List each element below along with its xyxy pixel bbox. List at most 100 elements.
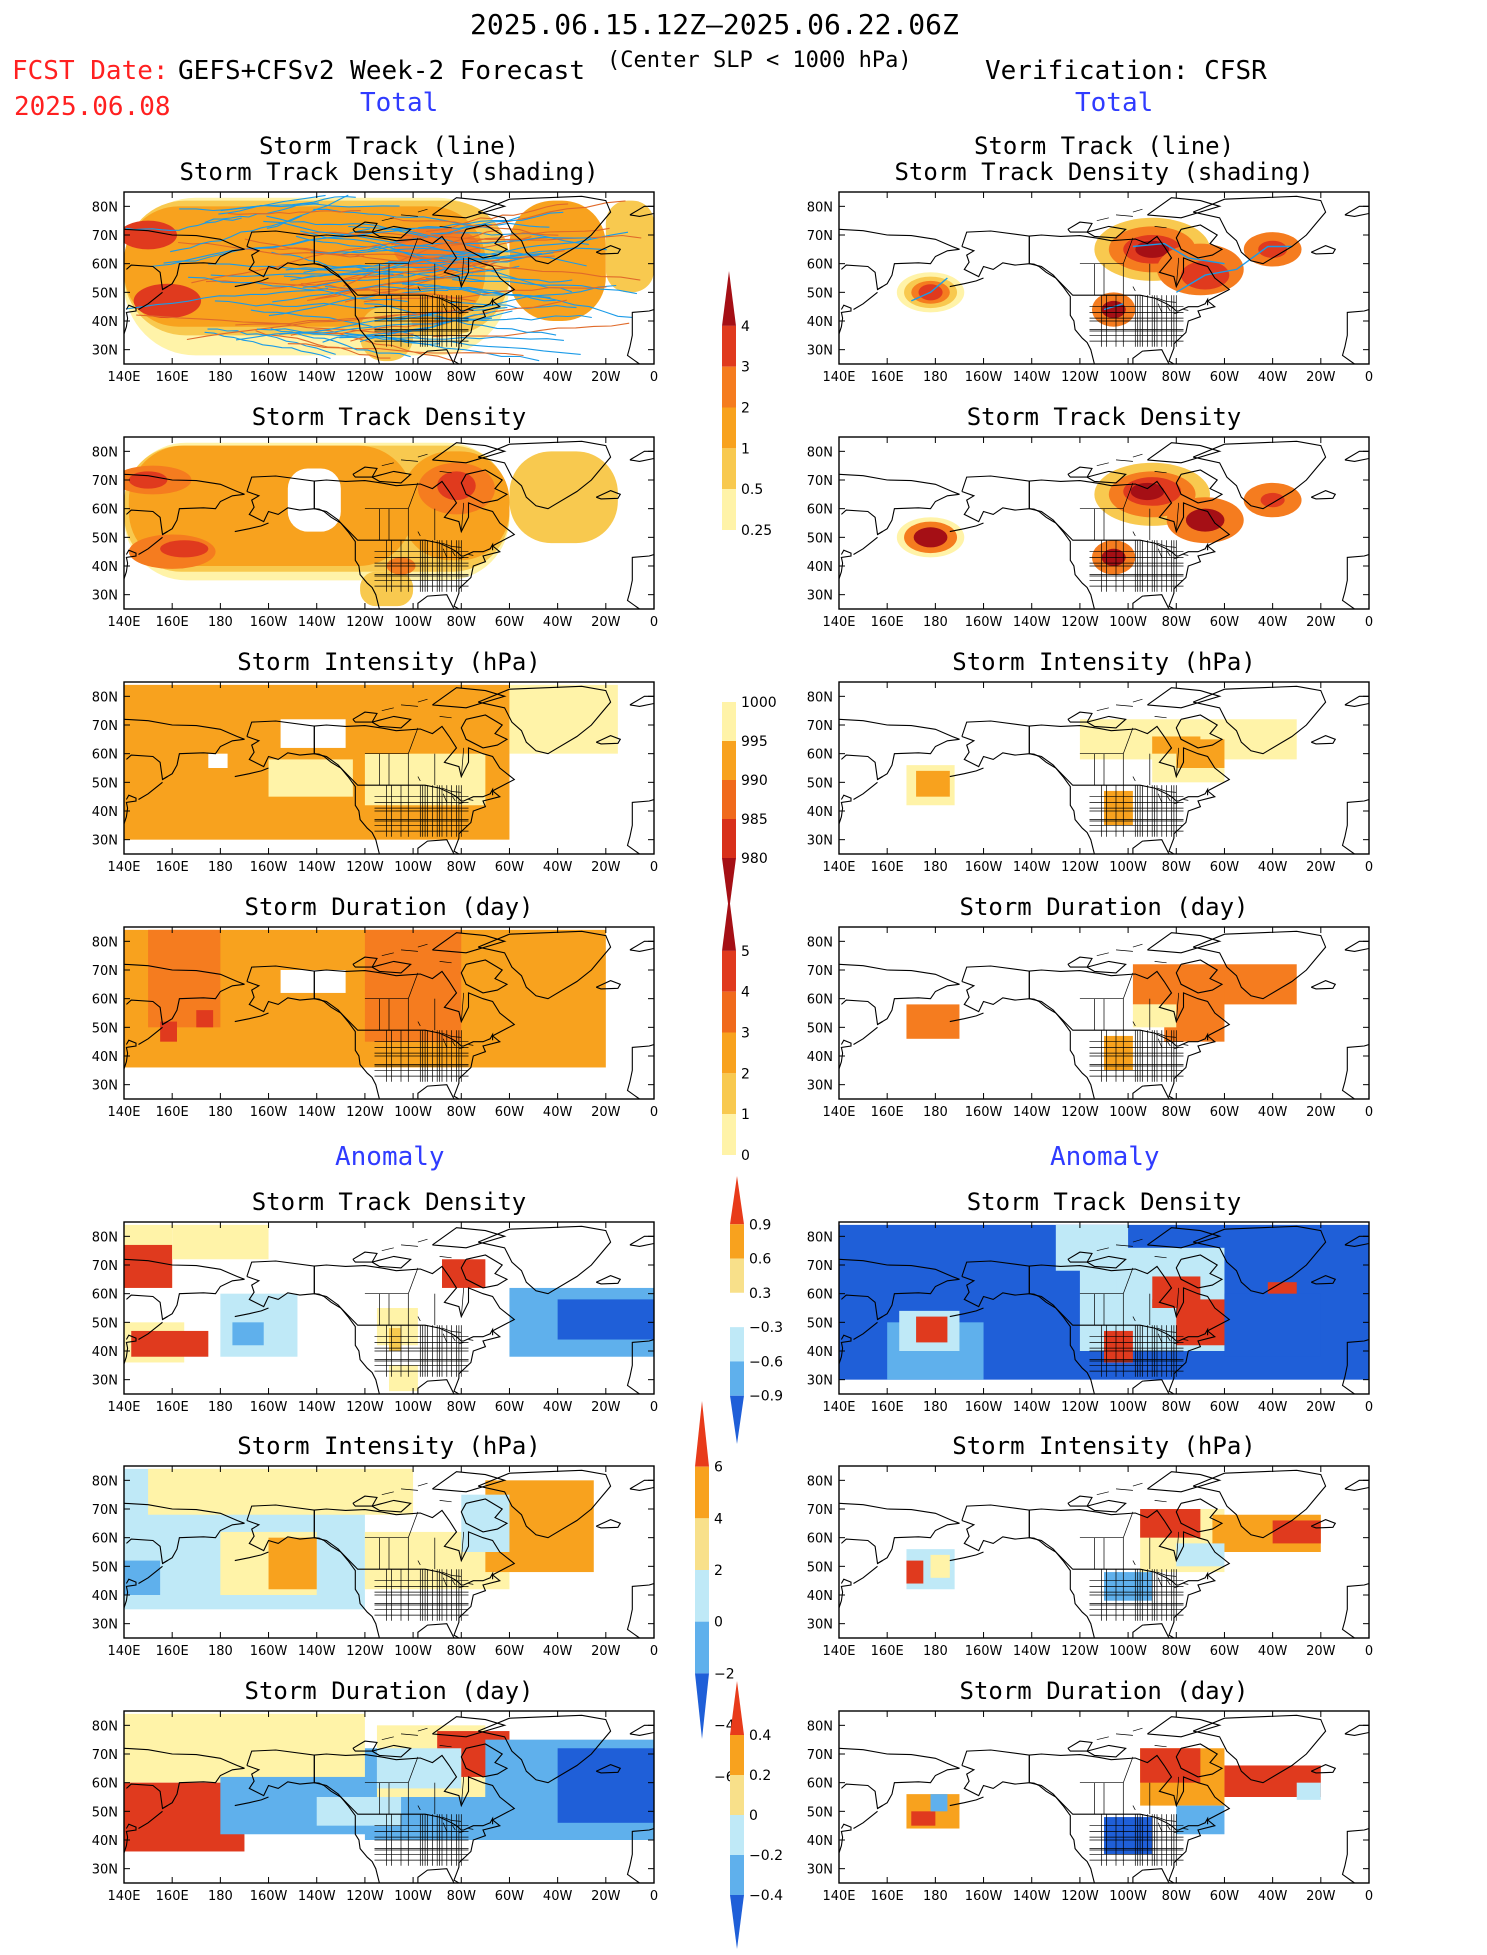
colorbar-label: 0 [741, 1148, 750, 1164]
lon-tick-label: 100W [1109, 1644, 1147, 1659]
lon-tick-label: 160W [965, 1105, 1003, 1120]
lat-tick-label: 40N [807, 560, 833, 575]
lon-tick-label: 140W [1013, 1889, 1051, 1904]
panel-title: Storm Duration (day) [244, 893, 534, 921]
lon-tick-label: 0 [650, 370, 658, 385]
colorbar-label: 995 [741, 734, 768, 750]
lon-tick-label: 0 [650, 1400, 658, 1415]
panel-title: Storm Track Density [251, 403, 527, 431]
lon-tick-label: 40W [543, 1889, 573, 1904]
panel-title: Storm Track Density [251, 1188, 527, 1216]
lon-tick-label: 0 [1365, 1644, 1373, 1659]
lat-tick-label: 30N [807, 1079, 833, 1094]
map-canvas: 140E 160E 180 160W 140W 120W 100W 80W 60W 40W 20W 0… [92, 1710, 658, 1904]
colorbar-5: 0.4 0.2 0 −0.2 −0.4 [730, 1675, 790, 1955]
lon-tick-label: 180 [923, 860, 948, 875]
lon-tick-label: 80W [447, 1400, 477, 1415]
lat-tick-label: 80N [807, 445, 833, 460]
lon-tick-label: 20W [591, 1105, 621, 1120]
lat-tick-label: 60N [807, 1288, 833, 1303]
lat-tick-label: 80N [92, 1474, 118, 1489]
lon-tick-label: 40W [543, 860, 573, 875]
lon-tick-label: 100W [1109, 615, 1147, 630]
criterion-label: (Center SLP < 1000 hPa) [607, 48, 912, 73]
lon-tick-label: 60W [495, 1105, 525, 1120]
colorbar-label: 0.6 [749, 1252, 771, 1268]
lon-tick-label: 140W [298, 370, 336, 385]
lat-tick-label: 70N [807, 1503, 833, 1518]
lat-tick-label: 50N [92, 1560, 118, 1575]
colorbar-label: 0.3 [749, 1286, 771, 1302]
lon-tick-label: 100W [394, 615, 432, 630]
map-panel-left-4: Storm Track Density 140E 160E 180 160W 140W 12… [92, 1188, 658, 1415]
lat-tick-label: 50N [92, 286, 118, 301]
lon-tick-label: 140E [822, 615, 855, 630]
lon-tick-label: 160E [871, 860, 904, 875]
lon-tick-label: 160E [871, 615, 904, 630]
lat-tick-label: 60N [92, 748, 118, 763]
map-canvas: 140E 160E 180 160W 140W 120W 100W 80W 60W 40W 20W 0… [92, 191, 658, 385]
lon-tick-label: 140W [298, 1105, 336, 1120]
lon-tick-label: 80W [1162, 615, 1192, 630]
lon-tick-label: 80W [447, 860, 477, 875]
lon-tick-label: 60W [1210, 1400, 1240, 1415]
lon-tick-label: 60W [495, 1644, 525, 1659]
colorbar-label: −0.6 [749, 1354, 783, 1370]
lat-tick-label: 80N [807, 1719, 833, 1734]
colorbar-label: 3 [741, 1026, 750, 1042]
lat-tick-label: 80N [807, 1230, 833, 1245]
lon-tick-label: 0 [1365, 615, 1373, 630]
lon-tick-label: 120W [346, 1105, 384, 1120]
lat-tick-label: 50N [92, 1021, 118, 1036]
map-panel-right-5: Storm Intensity (hPa) 140E 160E 180 160W 140W… [807, 1432, 1373, 1659]
map-panel-right-1: Storm Track Density 140E 160E 180 160W 140W 12… [807, 403, 1373, 630]
colorbar-label: 6 [714, 1460, 723, 1476]
lon-tick-label: 160W [965, 615, 1003, 630]
lon-tick-label: 140W [1013, 1644, 1051, 1659]
panel-title: Storm Intensity (hPa) [952, 1432, 1256, 1460]
colorbar-label: 2 [741, 401, 750, 417]
panel-title: Storm Intensity (hPa) [237, 1432, 541, 1460]
lat-tick-label: 40N [807, 1050, 833, 1065]
lat-tick-label: 50N [92, 776, 118, 791]
lon-tick-label: 60W [1210, 1889, 1240, 1904]
lon-tick-label: 140E [107, 1105, 140, 1120]
lon-tick-label: 180 [208, 370, 233, 385]
lon-tick-label: 140E [822, 1889, 855, 1904]
lat-tick-label: 70N [807, 1259, 833, 1274]
panel-title: Storm Track Density [966, 1188, 1242, 1216]
lon-tick-label: 140W [1013, 370, 1051, 385]
colorbar-2: 5 4 3 2 1 0 [722, 890, 782, 1175]
lon-tick-label: 100W [394, 1105, 432, 1120]
lon-tick-label: 0 [1365, 1889, 1373, 1904]
lat-tick-label: 50N [92, 1805, 118, 1820]
colorbar-0: 4 3 2 1 0.5 0.25 [722, 265, 782, 550]
lat-tick-label: 60N [92, 993, 118, 1008]
lon-tick-label: 120W [1061, 1105, 1099, 1120]
lat-tick-label: 60N [807, 503, 833, 518]
lat-tick-label: 70N [92, 1748, 118, 1763]
lon-tick-label: 40W [1258, 1644, 1288, 1659]
lat-tick-label: 50N [807, 286, 833, 301]
colorbar-label: 0 [749, 1808, 758, 1824]
lon-tick-label: 0 [650, 1889, 658, 1904]
lat-tick-label: 60N [92, 503, 118, 518]
lon-tick-label: 80W [1162, 1889, 1192, 1904]
lat-tick-label: 80N [92, 1719, 118, 1734]
lon-tick-label: 160W [250, 1889, 288, 1904]
lon-tick-label: 120W [1061, 860, 1099, 875]
colorbar-label: 4 [714, 1511, 723, 1527]
panel-subtitle: Storm Track Density (shading) [179, 158, 599, 186]
panel-title: Storm Track (line) [973, 132, 1235, 160]
lon-tick-label: 140W [1013, 615, 1051, 630]
lon-tick-label: 0 [1365, 370, 1373, 385]
map-panel-right-2: Storm Intensity (hPa) 140E 160E 180 160W 140W… [807, 648, 1373, 875]
lon-tick-label: 120W [346, 860, 384, 875]
lat-tick-label: 80N [807, 690, 833, 705]
panel-title: Storm Duration (day) [959, 893, 1249, 921]
lon-tick-label: 60W [495, 370, 525, 385]
lon-tick-label: 20W [1306, 1889, 1336, 1904]
lat-tick-label: 30N [807, 344, 833, 359]
lon-tick-label: 140E [107, 1644, 140, 1659]
lat-tick-label: 30N [807, 1618, 833, 1633]
